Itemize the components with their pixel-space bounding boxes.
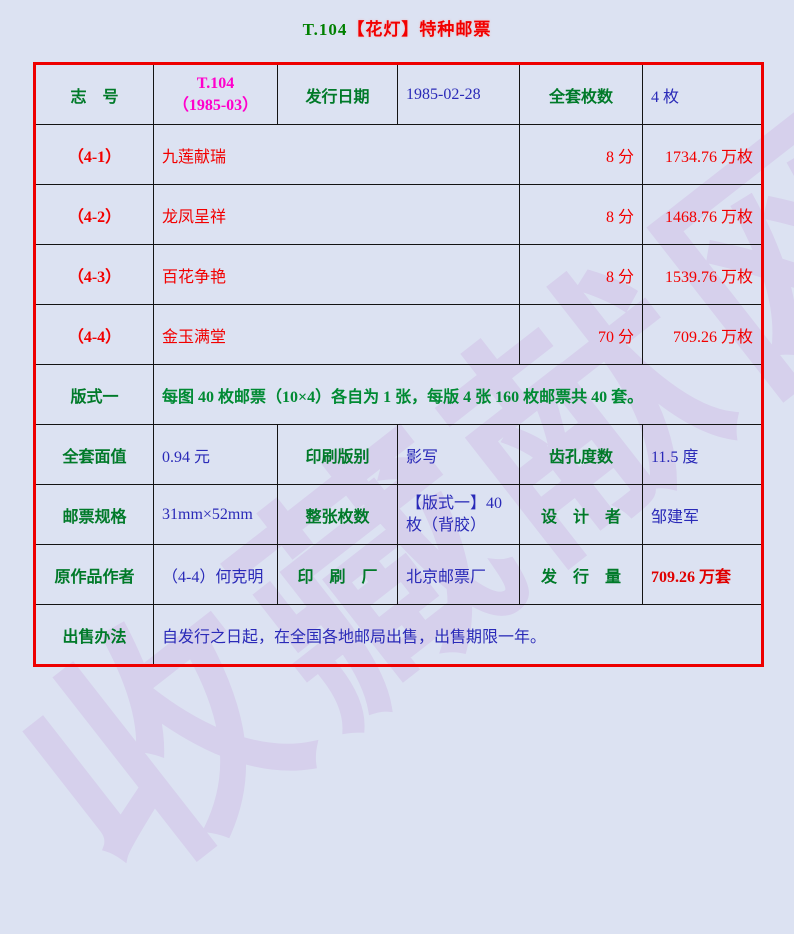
- stamp-quantity: 1539.76 万枚: [642, 244, 763, 305]
- stamp-name: 金玉满堂: [153, 304, 520, 365]
- issue-date-label: 发行日期: [277, 63, 398, 125]
- stamp-name: 九莲献瑞: [153, 124, 520, 185]
- set-count-label: 全套枚数: [519, 63, 643, 125]
- page-title-name: 【花灯】特种邮票: [347, 20, 492, 39]
- stamp-denomination: 8 分: [519, 124, 643, 185]
- stamp-info-table: 志 号 T.104 （1985-03） 发行日期 1985-02-28 全套枚数…: [33, 62, 764, 667]
- page-title-code: T.104: [302, 20, 348, 39]
- face-value-label: 全套面值: [34, 424, 154, 485]
- sale-method-text: 自发行之日起，在全国各地邮局出售，出售期限一年。: [153, 604, 763, 666]
- printing-type-value: 影写: [397, 424, 520, 485]
- stamp-name: 龙凤呈祥: [153, 184, 520, 245]
- plate-text: 每图 40 枚邮票（10×4）各自为 1 张，每版 4 张 160 枚邮票共 4…: [153, 364, 763, 425]
- stamp-no: （4-4）: [34, 304, 154, 365]
- table-row-face-value: 全套面值 0.94 元 印刷版别 影写 齿孔度数 11.5 度: [34, 424, 763, 485]
- plate-label: 版式一: [34, 364, 154, 425]
- stamp-quantity: 1468.76 万枚: [642, 184, 763, 245]
- designer-label: 设 计 者: [519, 484, 643, 545]
- page-title: T.104【花灯】特种邮票: [0, 15, 794, 40]
- printer-label: 印 刷 厂: [277, 544, 398, 605]
- stamp-no: （4-1）: [34, 124, 154, 185]
- original-author-label: 原作品作者: [34, 544, 154, 605]
- table-row-author: 原作品作者 （4-4）何克明 印 刷 厂 北京邮票厂 发 行 量 709.26 …: [34, 544, 763, 605]
- printer-value: 北京邮票厂: [397, 544, 520, 605]
- stamp-denomination: 8 分: [519, 244, 643, 305]
- table-row-stamp-4: （4-4） 金玉满堂 70 分 709.26 万枚: [34, 304, 763, 365]
- stamp-size-label: 邮票规格: [34, 484, 154, 545]
- stamp-denomination: 8 分: [519, 184, 643, 245]
- id-label: 志 号: [34, 63, 154, 125]
- table-row-spec: 邮票规格 31mm×52mm 整张枚数 【版式一】40 枚（背胶） 设 计 者 …: [34, 484, 763, 545]
- circulation-value: 709.26 万套: [642, 544, 763, 605]
- issue-date-value: 1985-02-28: [397, 63, 520, 125]
- stamp-quantity: 709.26 万枚: [642, 304, 763, 365]
- perforation-label: 齿孔度数: [519, 424, 643, 485]
- catalog-code: T.104 （1985-03）: [153, 63, 278, 125]
- printing-type-label: 印刷版别: [277, 424, 398, 485]
- perforation-value: 11.5 度: [642, 424, 763, 485]
- sheet-count-label: 整张枚数: [277, 484, 398, 545]
- stamp-size-value: 31mm×52mm: [153, 484, 278, 545]
- table-row-header: 志 号 T.104 （1985-03） 发行日期 1985-02-28 全套枚数…: [34, 63, 763, 125]
- stamp-no: （4-2）: [34, 184, 154, 245]
- catalog-code-line2: （1985-03）: [172, 96, 259, 114]
- set-count-value: 4 枚: [642, 63, 763, 125]
- designer-value: 邹建军: [642, 484, 763, 545]
- table-row-sale: 出售办法 自发行之日起，在全国各地邮局出售，出售期限一年。: [34, 604, 763, 666]
- table-row-stamp-1: （4-1） 九莲献瑞 8 分 1734.76 万枚: [34, 124, 763, 185]
- original-author-value: （4-4）何克明: [153, 544, 278, 605]
- table-row-stamp-3: （4-3） 百花争艳 8 分 1539.76 万枚: [34, 244, 763, 305]
- table-row-plate: 版式一 每图 40 枚邮票（10×4）各自为 1 张，每版 4 张 160 枚邮…: [34, 364, 763, 425]
- face-value: 0.94 元: [153, 424, 278, 485]
- sheet-count-value: 【版式一】40 枚（背胶）: [397, 484, 520, 545]
- catalog-code-line1: T.104: [196, 74, 235, 92]
- stamp-name: 百花争艳: [153, 244, 520, 305]
- table-row-stamp-2: （4-2） 龙凤呈祥 8 分 1468.76 万枚: [34, 184, 763, 245]
- stamp-quantity: 1734.76 万枚: [642, 124, 763, 185]
- stamp-denomination: 70 分: [519, 304, 643, 365]
- sale-method-label: 出售办法: [34, 604, 154, 666]
- stamp-no: （4-3）: [34, 244, 154, 305]
- circulation-label: 发 行 量: [519, 544, 643, 605]
